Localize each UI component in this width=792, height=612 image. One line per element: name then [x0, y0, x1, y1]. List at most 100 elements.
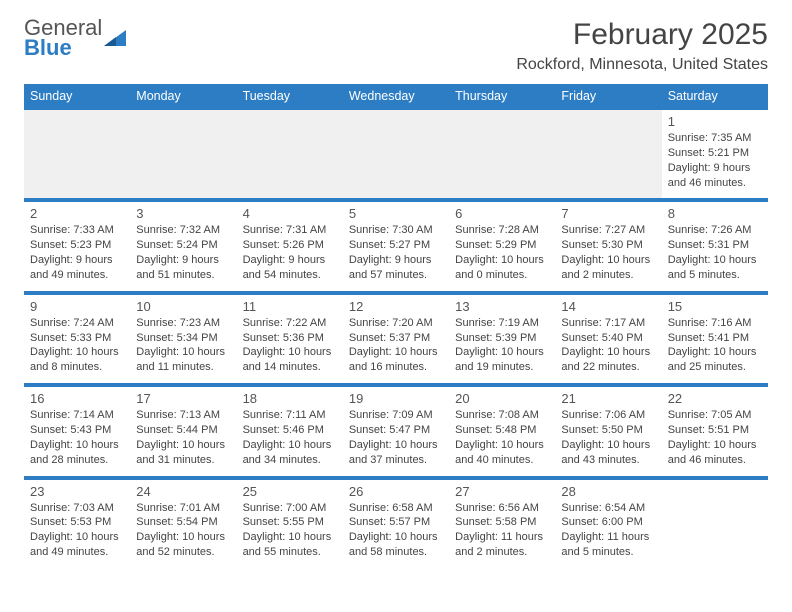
- calendar-cell: 21Sunrise: 7:06 AMSunset: 5:50 PMDayligh…: [555, 387, 661, 475]
- cell-daylight1: Daylight: 10 hours: [668, 253, 762, 268]
- cell-sunset: Sunset: 5:44 PM: [136, 423, 230, 438]
- cell-daylight1: Daylight: 10 hours: [561, 438, 655, 453]
- day-number: 25: [243, 484, 337, 499]
- cell-sunset: Sunset: 5:33 PM: [30, 331, 124, 346]
- day-number: 27: [455, 484, 549, 499]
- day-header-sun: Sunday: [24, 84, 130, 108]
- cell-sunrise: Sunrise: 7:30 AM: [349, 223, 443, 238]
- day-header-mon: Monday: [130, 84, 236, 108]
- cell-daylight1: Daylight: 10 hours: [561, 253, 655, 268]
- calendar-cell: 4 Sunrise: 7:31 AMSunset: 5:26 PMDaylight…: [237, 202, 343, 290]
- day-header-fri: Friday: [555, 84, 661, 108]
- calendar-cell: 20 Sunrise: 7:08 AMSunset: 5:48 PMDayligh…: [449, 387, 555, 475]
- cell-sunrise: Sunrise: 7:13 AM: [136, 408, 230, 423]
- calendar-cell-empty: [449, 110, 555, 198]
- logo-text: General Blue: [24, 18, 102, 58]
- cell-sunrise: Sunrise: 7:09 AM: [349, 408, 443, 423]
- calendar-cell-empty: [130, 110, 236, 198]
- day-number: 16: [30, 391, 124, 406]
- cell-daylight1: Daylight: 9 hours: [243, 253, 337, 268]
- cell-sunset: Sunset: 5:27 PM: [349, 238, 443, 253]
- day-number: 17: [136, 391, 230, 406]
- cell-daylight1: Daylight: 10 hours: [349, 438, 443, 453]
- day-number: 28: [561, 484, 655, 499]
- calendar-cell: 1Sunrise: 7:35 AMSunset: 5:21 PMDaylight…: [662, 110, 768, 198]
- cell-daylight2: and 14 minutes.: [243, 360, 337, 375]
- logo-triangle-icon: [104, 28, 128, 48]
- cell-daylight2: and 54 minutes.: [243, 268, 337, 283]
- cell-sunset: Sunset: 5:53 PM: [30, 515, 124, 530]
- day-number: 10: [136, 299, 230, 314]
- logo: General Blue: [24, 18, 128, 58]
- calendar-week-row: 2Sunrise: 7:33 AMSunset: 5:23 PMDaylight…: [24, 200, 768, 292]
- cell-sunset: Sunset: 5:31 PM: [668, 238, 762, 253]
- cell-sunset: Sunset: 5:26 PM: [243, 238, 337, 253]
- calendar-cell: 12Sunrise: 7:20 AMSunset: 5:37 PMDayligh…: [343, 295, 449, 383]
- cell-sunset: Sunset: 5:48 PM: [455, 423, 549, 438]
- cell-sunrise: Sunrise: 7:00 AM: [243, 501, 337, 516]
- cell-daylight1: Daylight: 10 hours: [136, 438, 230, 453]
- cell-sunset: Sunset: 5:37 PM: [349, 331, 443, 346]
- day-number: 3: [136, 206, 230, 221]
- cell-daylight2: and 46 minutes.: [668, 176, 762, 191]
- day-header-thu: Thursday: [449, 84, 555, 108]
- cell-sunrise: Sunrise: 7:22 AM: [243, 316, 337, 331]
- cell-sunrise: Sunrise: 7:31 AM: [243, 223, 337, 238]
- cell-daylight2: and 8 minutes.: [30, 360, 124, 375]
- day-number: 4: [243, 206, 337, 221]
- calendar-cell: 11Sunrise: 7:22 AMSunset: 5:36 PMDayligh…: [237, 295, 343, 383]
- cell-daylight1: Daylight: 10 hours: [243, 438, 337, 453]
- cell-sunrise: Sunrise: 7:20 AM: [349, 316, 443, 331]
- day-number: 26: [349, 484, 443, 499]
- calendar-cell-empty: [555, 110, 661, 198]
- cell-sunrise: Sunrise: 7:32 AM: [136, 223, 230, 238]
- cell-sunrise: Sunrise: 6:54 AM: [561, 501, 655, 516]
- cell-sunrise: Sunrise: 7:05 AM: [668, 408, 762, 423]
- cell-daylight2: and 40 minutes.: [455, 453, 549, 468]
- cell-daylight1: Daylight: 10 hours: [455, 438, 549, 453]
- logo-line2: Blue: [24, 35, 72, 60]
- cell-daylight2: and 25 minutes.: [668, 360, 762, 375]
- calendar-cell: 8Sunrise: 7:26 AMSunset: 5:31 PMDaylight…: [662, 202, 768, 290]
- calendar-cell: 22Sunrise: 7:05 AMSunset: 5:51 PMDayligh…: [662, 387, 768, 475]
- cell-sunrise: Sunrise: 7:28 AM: [455, 223, 549, 238]
- calendar-cell-empty: [237, 110, 343, 198]
- cell-daylight2: and 31 minutes.: [136, 453, 230, 468]
- day-number: 20: [455, 391, 549, 406]
- calendar-body: 1Sunrise: 7:35 AMSunset: 5:21 PMDaylight…: [24, 108, 768, 568]
- calendar-cell: 15Sunrise: 7:16 AMSunset: 5:41 PMDayligh…: [662, 295, 768, 383]
- cell-daylight2: and 16 minutes.: [349, 360, 443, 375]
- calendar-cell: 16Sunrise: 7:14 AMSunset: 5:43 PMDayligh…: [24, 387, 130, 475]
- day-number: 21: [561, 391, 655, 406]
- cell-sunset: Sunset: 5:57 PM: [349, 515, 443, 530]
- cell-sunset: Sunset: 5:36 PM: [243, 331, 337, 346]
- cell-daylight2: and 22 minutes.: [561, 360, 655, 375]
- location: Rockford, Minnesota, United States: [516, 56, 768, 74]
- cell-daylight2: and 11 minutes.: [136, 360, 230, 375]
- header: General Blue February 2025 Rockford, Min…: [24, 18, 768, 74]
- cell-sunrise: Sunrise: 7:08 AM: [455, 408, 549, 423]
- day-number: 7: [561, 206, 655, 221]
- day-number: 18: [243, 391, 337, 406]
- cell-daylight1: Daylight: 10 hours: [349, 345, 443, 360]
- cell-daylight2: and 55 minutes.: [243, 545, 337, 560]
- day-number: 22: [668, 391, 762, 406]
- cell-sunset: Sunset: 5:50 PM: [561, 423, 655, 438]
- day-number: 13: [455, 299, 549, 314]
- cell-sunrise: Sunrise: 6:56 AM: [455, 501, 549, 516]
- day-number: 15: [668, 299, 762, 314]
- cell-daylight1: Daylight: 9 hours: [30, 253, 124, 268]
- day-header-row: Sunday Monday Tuesday Wednesday Thursday…: [24, 84, 768, 108]
- calendar-cell: 17 Sunrise: 7:13 AMSunset: 5:44 PMDayligh…: [130, 387, 236, 475]
- cell-sunset: Sunset: 5:46 PM: [243, 423, 337, 438]
- cell-daylight2: and 5 minutes.: [668, 268, 762, 283]
- day-number: 6: [455, 206, 549, 221]
- cell-sunset: Sunset: 5:54 PM: [136, 515, 230, 530]
- day-number: 24: [136, 484, 230, 499]
- cell-sunset: Sunset: 5:21 PM: [668, 146, 762, 161]
- calendar-cell: 19Sunrise: 7:09 AMSunset: 5:47 PMDayligh…: [343, 387, 449, 475]
- calendar-cell: 24Sunrise: 7:01 AMSunset: 5:54 PMDayligh…: [130, 480, 236, 568]
- cell-sunrise: Sunrise: 7:23 AM: [136, 316, 230, 331]
- cell-daylight1: Daylight: 10 hours: [243, 345, 337, 360]
- cell-sunrise: Sunrise: 7:01 AM: [136, 501, 230, 516]
